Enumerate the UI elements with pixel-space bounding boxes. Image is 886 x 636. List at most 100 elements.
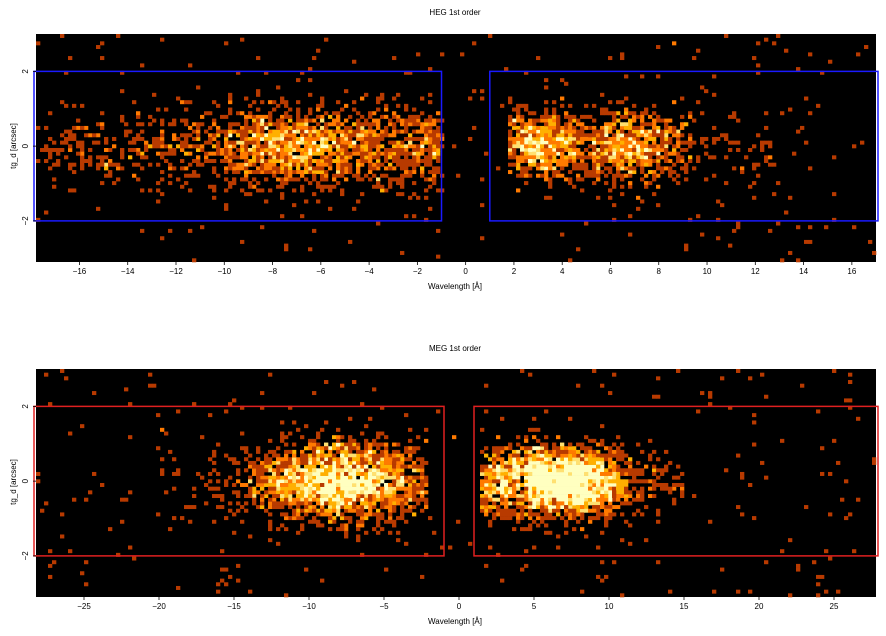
event-bin bbox=[688, 155, 693, 160]
event-bin bbox=[492, 490, 497, 495]
event-bin bbox=[568, 159, 573, 164]
event-bin bbox=[212, 188, 217, 193]
event-bin bbox=[544, 107, 549, 112]
event-bin bbox=[560, 446, 565, 451]
event-bin bbox=[400, 122, 405, 127]
event-bin bbox=[428, 151, 433, 156]
event-bin bbox=[392, 460, 397, 465]
event-bin bbox=[672, 497, 677, 502]
event-bin bbox=[496, 457, 501, 462]
event-bin bbox=[400, 162, 405, 167]
event-bin bbox=[228, 133, 233, 138]
event-bin bbox=[596, 129, 601, 134]
event-bin bbox=[168, 162, 173, 167]
event-bin bbox=[580, 464, 585, 469]
event-bin bbox=[160, 37, 165, 42]
event-bin bbox=[628, 118, 633, 123]
event-bin bbox=[540, 483, 545, 487]
event-bin bbox=[352, 505, 357, 510]
event-bin bbox=[140, 129, 145, 134]
event-bin bbox=[296, 464, 301, 469]
event-bin bbox=[280, 486, 285, 491]
event-bin bbox=[392, 129, 397, 134]
event-bin bbox=[276, 159, 281, 164]
event-bin bbox=[200, 148, 205, 152]
event-bin bbox=[608, 122, 613, 127]
event-bin bbox=[376, 468, 381, 473]
event-bin bbox=[520, 464, 525, 469]
event-bin bbox=[492, 479, 497, 484]
event-bin bbox=[396, 151, 401, 156]
event-bin bbox=[564, 523, 569, 528]
event-bin bbox=[252, 486, 257, 491]
event-bin bbox=[392, 114, 397, 119]
event-bin bbox=[828, 471, 833, 476]
event-bin bbox=[172, 122, 177, 127]
event-bin bbox=[520, 148, 525, 152]
event-bin bbox=[80, 148, 85, 152]
event-bin bbox=[280, 144, 285, 149]
event-bin bbox=[752, 442, 757, 447]
event-bin bbox=[232, 512, 237, 517]
event-bin bbox=[592, 125, 597, 130]
event-bin bbox=[184, 122, 189, 127]
event-bin bbox=[548, 125, 553, 130]
event-bin bbox=[544, 475, 549, 480]
event-bin bbox=[420, 136, 425, 141]
event-bin bbox=[376, 475, 381, 480]
event-bin bbox=[648, 181, 653, 186]
event-bin bbox=[328, 166, 333, 171]
event-bin bbox=[316, 136, 321, 141]
event-bin bbox=[408, 453, 413, 458]
event-bin bbox=[336, 166, 341, 171]
event-bin bbox=[288, 483, 293, 487]
event-bin bbox=[228, 184, 233, 189]
event-bin bbox=[580, 527, 585, 532]
event-bin bbox=[312, 442, 317, 447]
event-bin bbox=[372, 501, 377, 506]
event-bin bbox=[756, 133, 761, 138]
event-bin bbox=[328, 497, 333, 502]
event-bin bbox=[424, 475, 429, 480]
event-bin bbox=[304, 490, 309, 495]
event-bin bbox=[312, 446, 317, 451]
event-bin bbox=[212, 122, 217, 127]
event-bin bbox=[316, 122, 321, 127]
event-bin bbox=[268, 497, 273, 502]
event-bin bbox=[772, 41, 777, 46]
event-bin bbox=[500, 475, 505, 480]
event-bin bbox=[484, 468, 489, 473]
event-bin bbox=[340, 479, 345, 484]
event-bin bbox=[572, 162, 577, 167]
event-bin bbox=[100, 483, 105, 487]
event-bin bbox=[560, 483, 565, 487]
event-bin bbox=[556, 151, 561, 156]
event-bin bbox=[788, 195, 793, 200]
event-bin bbox=[732, 111, 737, 116]
event-bin bbox=[644, 151, 649, 156]
event-bin bbox=[420, 96, 425, 101]
event-bin bbox=[576, 508, 581, 513]
event-bin bbox=[360, 468, 365, 473]
event-bin bbox=[484, 446, 489, 451]
event-bin bbox=[384, 107, 389, 112]
event-bin bbox=[756, 63, 761, 68]
event-bin bbox=[528, 140, 533, 145]
event-bin bbox=[308, 497, 313, 502]
event-bin bbox=[352, 107, 357, 112]
event-bin bbox=[260, 151, 265, 156]
event-bin bbox=[264, 159, 269, 164]
event-bin bbox=[388, 460, 393, 465]
event-bin bbox=[156, 413, 161, 418]
event-bin bbox=[296, 122, 301, 127]
event-bin bbox=[352, 148, 357, 152]
event-bin bbox=[236, 122, 241, 127]
event-bin bbox=[412, 107, 417, 112]
event-bin bbox=[560, 464, 565, 469]
event-bin bbox=[564, 457, 569, 462]
event-bin bbox=[392, 111, 397, 116]
event-bin bbox=[724, 133, 729, 138]
event-bin bbox=[128, 435, 133, 440]
event-bin bbox=[188, 144, 193, 149]
event-bin bbox=[636, 490, 641, 495]
